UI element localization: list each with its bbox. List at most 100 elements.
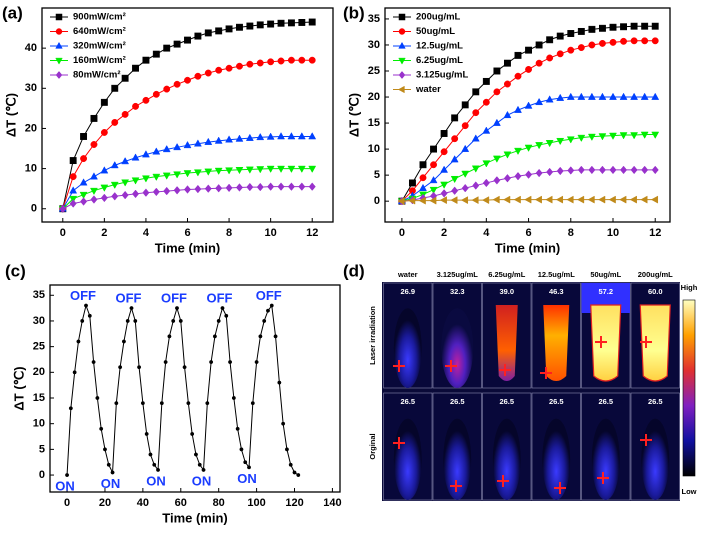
legend-marker	[398, 71, 406, 79]
marker	[440, 165, 449, 173]
marker	[269, 303, 274, 308]
series-line	[66, 303, 299, 476]
marker	[298, 182, 306, 191]
marker	[440, 181, 449, 189]
marker	[225, 25, 233, 33]
marker	[190, 432, 195, 436]
marker	[235, 166, 244, 175]
marker	[266, 132, 275, 140]
annotation-on: ON	[101, 476, 121, 491]
marker	[173, 80, 181, 88]
marker	[567, 46, 575, 54]
tube-glow	[441, 308, 474, 388]
x-axis-label: Time (min)	[155, 240, 221, 255]
marker	[587, 195, 595, 204]
marker	[256, 21, 264, 29]
marker	[281, 421, 286, 426]
marker	[277, 380, 282, 385]
marker	[163, 85, 171, 93]
marker	[545, 95, 554, 103]
marker	[197, 462, 202, 467]
marker	[429, 196, 437, 205]
legend-label: 900mW/cm²	[73, 12, 126, 23]
marker	[556, 93, 565, 101]
marker	[620, 165, 628, 175]
marker	[472, 109, 480, 117]
marker	[397, 197, 405, 206]
marker	[492, 118, 501, 126]
marker	[103, 447, 107, 452]
tube-hot	[639, 304, 671, 382]
x-tick-label: 6	[184, 227, 190, 239]
marker	[608, 195, 616, 204]
x-tick-label: 120	[285, 497, 303, 509]
marker	[450, 155, 459, 163]
cross-marker	[393, 437, 405, 449]
marker	[277, 165, 285, 173]
marker	[588, 165, 596, 175]
marker	[284, 447, 289, 452]
marker	[142, 96, 150, 104]
marker	[556, 166, 564, 176]
marker	[193, 169, 202, 177]
marker	[482, 77, 490, 85]
marker	[100, 129, 108, 136]
cross-marker	[499, 364, 511, 376]
marker	[566, 136, 575, 144]
marker	[408, 196, 416, 205]
marker	[292, 470, 297, 475]
marker	[308, 18, 316, 26]
row-label: Orginal	[368, 433, 377, 459]
marker	[567, 166, 575, 175]
marker	[225, 183, 233, 193]
marker	[273, 334, 278, 339]
marker	[216, 319, 221, 323]
column-label: 3.125ug/mL	[437, 270, 479, 279]
marker	[408, 179, 416, 187]
marker	[619, 195, 627, 204]
marker	[183, 185, 192, 194]
marker	[482, 126, 491, 134]
marker	[99, 426, 104, 431]
marker	[121, 157, 130, 165]
x-tick-label: 40	[137, 497, 149, 509]
x-tick-label: 20	[99, 497, 111, 509]
marker	[84, 303, 88, 308]
marker	[430, 161, 438, 169]
colorbar	[682, 299, 696, 477]
y-axis-label: ΔT (℃)	[11, 366, 26, 410]
marker	[619, 132, 628, 140]
marker	[546, 36, 554, 44]
marker	[90, 172, 98, 180]
marker	[225, 135, 234, 143]
marker	[254, 360, 259, 364]
marker	[214, 167, 223, 175]
y-tick-label: 0	[39, 469, 45, 481]
marker	[481, 196, 490, 205]
y-axis-label: ΔT (℃)	[3, 93, 18, 137]
marker	[439, 196, 447, 205]
marker	[183, 140, 192, 149]
temperature-label: 26.5	[549, 397, 564, 406]
temperature-label: 39.0	[499, 287, 514, 296]
x-tick-label: 6	[525, 227, 531, 239]
marker	[173, 142, 182, 151]
marker	[133, 319, 138, 323]
temperature-label: 26.5	[499, 397, 514, 406]
marker	[577, 27, 585, 35]
x-tick-label: 10	[265, 227, 277, 239]
marker	[79, 178, 88, 186]
marker	[258, 334, 263, 339]
marker	[461, 144, 470, 152]
marker	[308, 165, 317, 173]
legend-label: 3.125ug/mL	[416, 70, 468, 81]
marker	[641, 22, 649, 30]
column-label: 200ug/mL	[638, 270, 673, 279]
temperature-label: 26.9	[400, 287, 415, 296]
marker	[513, 195, 521, 204]
marker	[630, 165, 638, 175]
marker	[630, 92, 639, 100]
marker	[598, 133, 607, 141]
column-label: 6.25ug/mL	[488, 270, 526, 279]
marker	[298, 19, 306, 26]
